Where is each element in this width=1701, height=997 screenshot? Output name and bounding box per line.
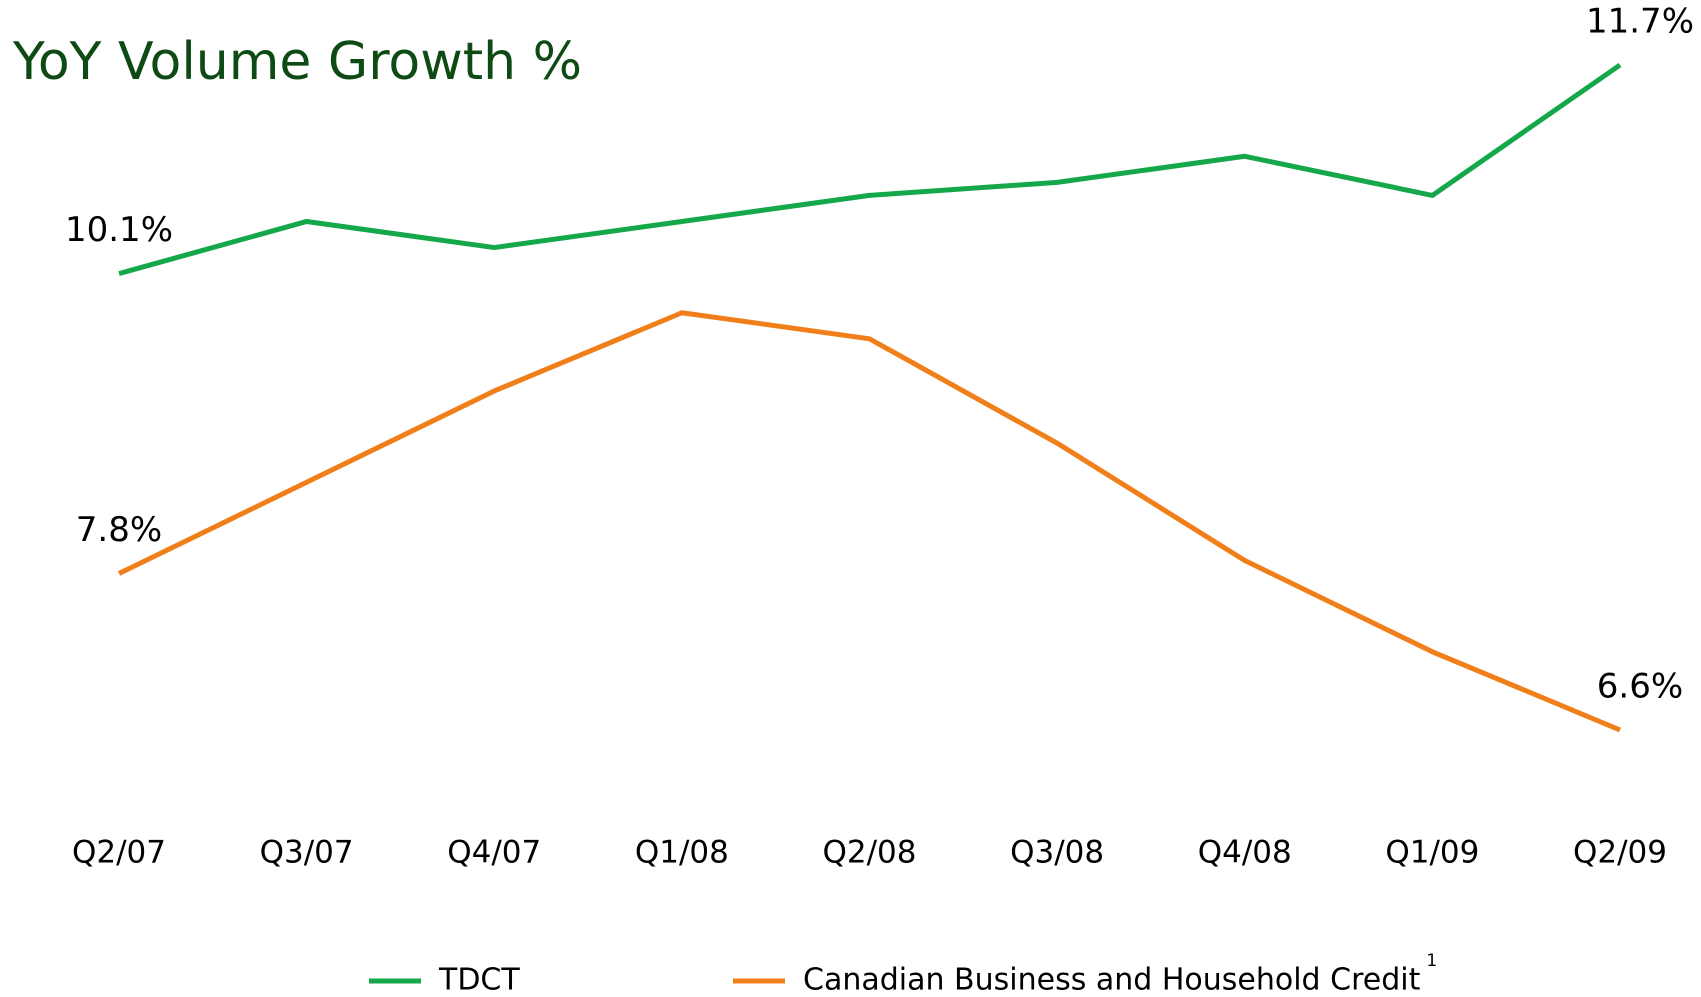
legend-label: TDCT — [438, 963, 520, 997]
series-line — [118, 62, 1622, 277]
x-tick-label: Q4/07 — [447, 835, 541, 871]
chart-title: YoY Volume Growth % — [12, 32, 582, 92]
legend-label: Canadian Business and Household Credit — [803, 963, 1421, 997]
x-tick-label: Q2/09 — [1573, 835, 1667, 871]
x-tick-label: Q4/08 — [1198, 835, 1292, 871]
x-tick-label: Q2/08 — [822, 835, 916, 871]
data-label: 6.6% — [1597, 667, 1683, 707]
x-tick-label: Q3/08 — [1010, 835, 1104, 871]
x-tick-label: Q1/09 — [1385, 835, 1479, 871]
x-tick-label: Q2/07 — [72, 835, 166, 871]
data-label: 11.7% — [1586, 2, 1694, 42]
legend-footnote: 1 — [1426, 951, 1437, 971]
series-line — [117, 310, 1621, 733]
data-label: 10.1% — [65, 210, 173, 250]
data-label: 7.8% — [76, 510, 162, 550]
x-tick-label: Q3/07 — [260, 835, 354, 871]
x-tick-label: Q1/08 — [635, 835, 729, 871]
